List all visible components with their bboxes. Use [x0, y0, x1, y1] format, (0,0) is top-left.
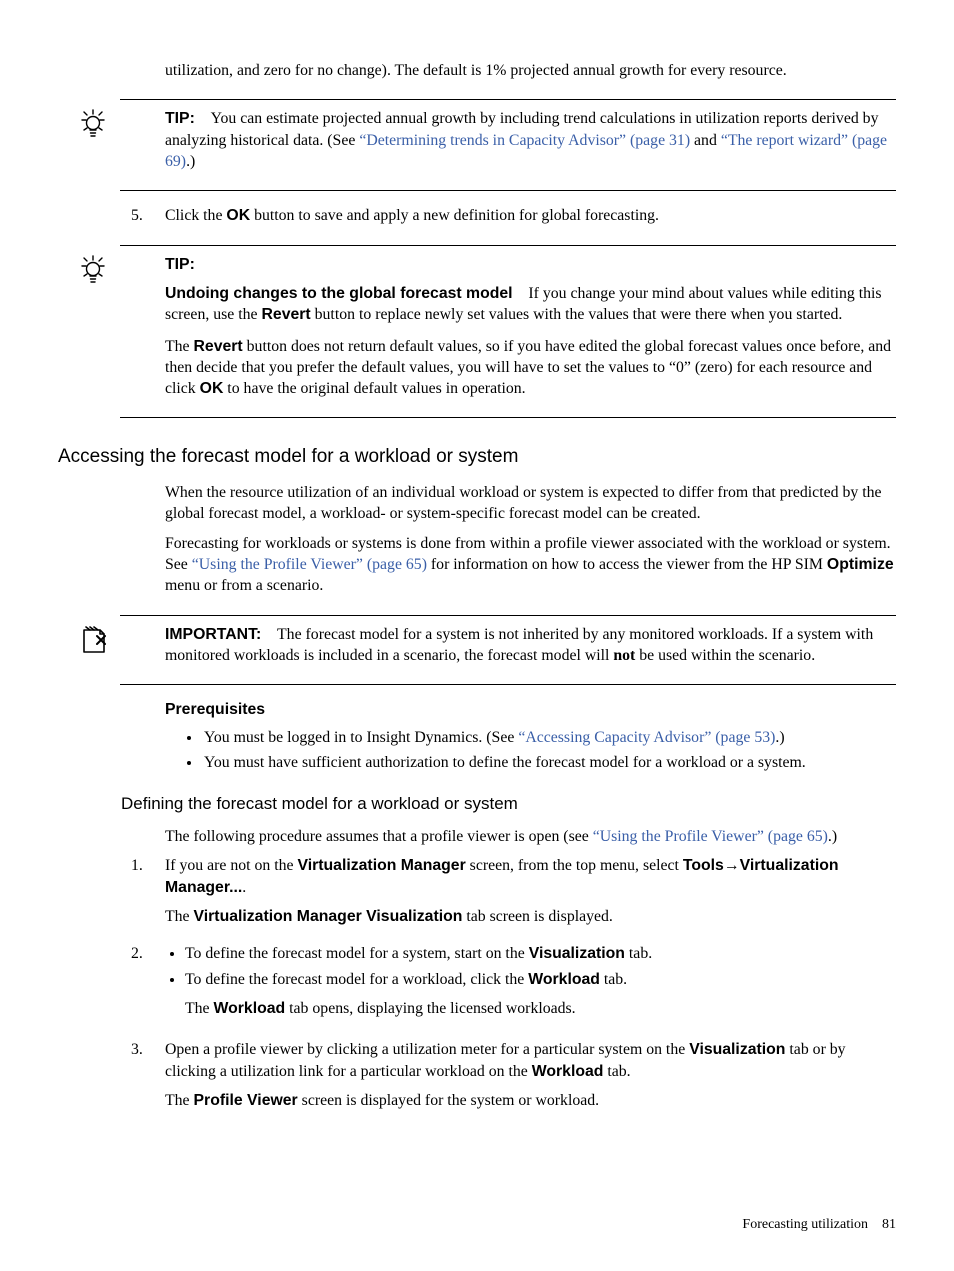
- bold-not: not: [613, 647, 635, 664]
- arrow-icon: →: [724, 857, 740, 874]
- text: .): [828, 828, 837, 845]
- list-item: To define the forecast model for a syste…: [185, 943, 896, 964]
- text: to have the original default values in o…: [223, 380, 525, 397]
- body-paragraph: When the resource utilization of an indi…: [165, 482, 896, 525]
- text: button to replace newly set values with …: [311, 306, 843, 323]
- text: Open a profile viewer by clicking a util…: [165, 1041, 689, 1058]
- workload-label: Workload: [214, 1000, 286, 1017]
- link-profile-viewer[interactable]: “Using the Profile Viewer” (page 65): [593, 828, 828, 845]
- text: button to save and apply a new definitio…: [250, 207, 659, 224]
- step-number: 2.: [131, 943, 165, 1027]
- tip-paragraph: The Revert button does not return defaul…: [165, 336, 896, 400]
- tip-label-line: TIP:: [165, 254, 896, 275]
- tip-label: TIP:: [165, 256, 195, 273]
- text: menu or from a scenario.: [165, 577, 323, 594]
- step-body: To define the forecast model for a syste…: [165, 943, 896, 1027]
- optimize-label: Optimize: [827, 556, 894, 573]
- text: If you are not on the: [165, 857, 297, 874]
- text: .): [775, 729, 784, 746]
- list-item: You must have sufficient authorization t…: [202, 752, 896, 773]
- text: screen is displayed for the system or wo…: [298, 1092, 599, 1109]
- visualization-label: Visualization: [689, 1041, 785, 1058]
- tip-text: TIP: You can estimate projected annual g…: [165, 108, 896, 172]
- lightbulb-icon: [75, 106, 111, 142]
- step-body: Open a profile viewer by clicking a util…: [165, 1039, 896, 1119]
- ordered-step: 3. Open a profile viewer by clicking a u…: [131, 1039, 896, 1119]
- text: To define the forecast model for a workl…: [185, 971, 528, 988]
- link-determining-trends[interactable]: “Determining trends in Capacity Advisor”…: [359, 132, 690, 149]
- step-text: The Profile Viewer screen is displayed f…: [165, 1090, 896, 1111]
- text: The: [165, 908, 194, 925]
- text: .): [186, 153, 195, 170]
- lightbulb-icon: [75, 252, 111, 288]
- text: tab.: [603, 1063, 630, 1080]
- body-paragraph: utilization, and zero for no change). Th…: [165, 60, 896, 81]
- list-subtext: The Workload tab opens, displaying the l…: [185, 998, 896, 1019]
- prerequisites-list: You must be logged in to Insight Dynamic…: [58, 727, 896, 774]
- list-item: To define the forecast model for a workl…: [185, 969, 896, 1020]
- tip-paragraph: Undoing changes to the global forecast m…: [165, 283, 896, 326]
- text: The: [185, 1000, 214, 1017]
- text: tab.: [600, 971, 627, 988]
- step-number: 1.: [131, 855, 165, 935]
- text: To define the forecast model for a syste…: [185, 945, 529, 962]
- tip-callout: TIP: Undoing changes to the global forec…: [120, 245, 896, 419]
- revert-label: Revert: [262, 306, 311, 323]
- text: Click the: [165, 207, 226, 224]
- run-in-heading: Undoing changes to the global forecast m…: [165, 285, 513, 302]
- body-paragraph: Forecasting for workloads or systems is …: [165, 533, 896, 597]
- vm-label: Virtualization Manager: [297, 857, 465, 874]
- text: and: [690, 132, 721, 149]
- link-accessing-capacity-advisor[interactable]: “Accessing Capacity Advisor” (page 53): [518, 729, 775, 746]
- important-callout: IMPORTANT: The forecast model for a syst…: [120, 615, 896, 686]
- list-item: You must be logged in to Insight Dynamic…: [202, 727, 896, 748]
- text: The: [165, 338, 194, 355]
- step-text: Open a profile viewer by clicking a util…: [165, 1039, 896, 1082]
- text: be used within the scenario.: [635, 647, 815, 664]
- ok-label: OK: [226, 207, 250, 224]
- revert-label: Revert: [194, 338, 243, 355]
- text: You must be logged in to Insight Dynamic…: [204, 729, 518, 746]
- section-heading: Accessing the forecast model for a workl…: [58, 444, 896, 470]
- important-label: IMPORTANT:: [165, 626, 261, 643]
- note-icon: [75, 622, 111, 658]
- step-text: The Virtualization Manager Visualization…: [165, 906, 896, 927]
- text: .: [242, 879, 246, 896]
- tip-label: TIP:: [165, 110, 195, 127]
- step-bullet-list: To define the forecast model for a syste…: [165, 943, 896, 1019]
- prerequisites-heading: Prerequisites: [165, 699, 896, 720]
- step-body: Click the OK button to save and apply a …: [165, 205, 896, 226]
- ordered-step: 1. If you are not on the Virtualization …: [131, 855, 896, 935]
- page-footer: Forecasting utilization 81: [742, 1216, 896, 1235]
- tools-label: Tools: [683, 857, 724, 874]
- link-profile-viewer[interactable]: “Using the Profile Viewer” (page 65): [192, 556, 427, 573]
- tip-callout: TIP: You can estimate projected annual g…: [120, 99, 896, 191]
- text: for information on how to access the vie…: [427, 556, 827, 573]
- page-number: 81: [882, 1217, 896, 1232]
- step-body: If you are not on the Virtualization Man…: [165, 855, 896, 935]
- step-number: 5.: [131, 205, 165, 226]
- ok-label: OK: [200, 380, 224, 397]
- subsection-heading: Defining the forecast model for a worklo…: [121, 793, 896, 816]
- step-text: If you are not on the Virtualization Man…: [165, 855, 896, 898]
- workload-label: Workload: [532, 1063, 604, 1080]
- step-number: 3.: [131, 1039, 165, 1119]
- important-text: IMPORTANT: The forecast model for a syst…: [165, 624, 896, 667]
- body-paragraph: The following procedure assumes that a p…: [165, 826, 896, 847]
- text: tab opens, displaying the licensed workl…: [285, 1000, 575, 1017]
- text: tab.: [625, 945, 652, 962]
- vm-visualization-label: Virtualization Manager Visualization: [194, 908, 463, 925]
- ordered-step: 2. To define the forecast model for a sy…: [131, 943, 896, 1027]
- text: screen, from the top menu, select: [466, 857, 683, 874]
- ordered-step: 5. Click the OK button to save and apply…: [131, 205, 896, 226]
- text: tab screen is displayed.: [462, 908, 612, 925]
- visualization-label: Visualization: [529, 945, 625, 962]
- text: The following procedure assumes that a p…: [165, 828, 593, 845]
- footer-title: Forecasting utilization: [742, 1217, 868, 1232]
- workload-label: Workload: [528, 971, 600, 988]
- profile-viewer-label: Profile Viewer: [194, 1092, 298, 1109]
- text: The: [165, 1092, 194, 1109]
